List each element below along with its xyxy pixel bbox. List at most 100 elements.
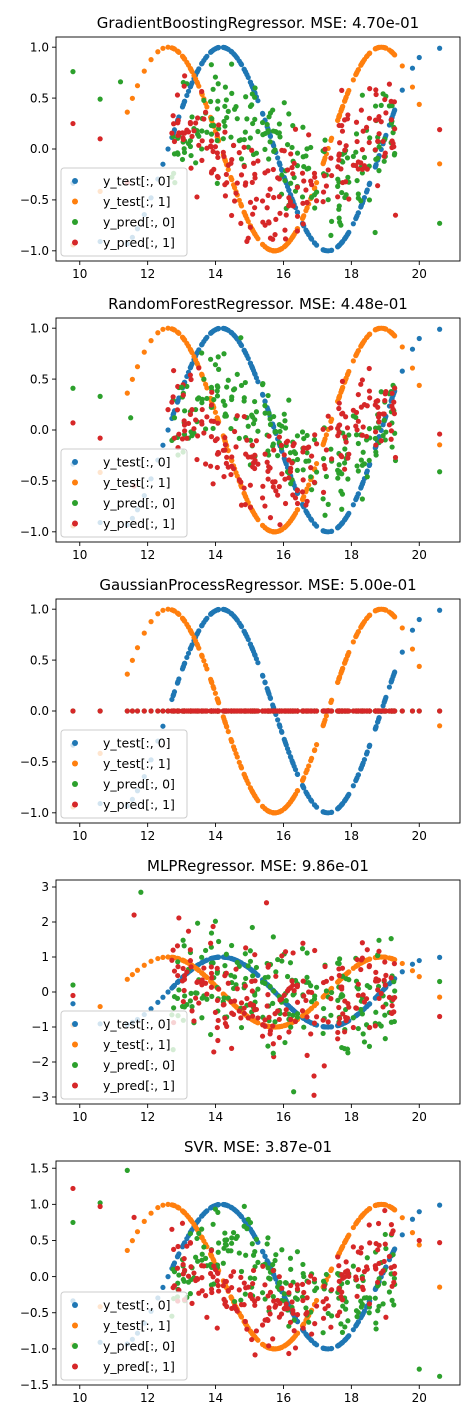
y-pred-0-point — [214, 180, 220, 186]
y-pred-0-point — [366, 1310, 372, 1316]
y-pred-1-point — [195, 433, 201, 439]
y-pred-0-point — [308, 144, 314, 151]
y-pred-1-point — [195, 115, 201, 121]
y-pred-1-point — [176, 708, 182, 714]
y-pred-1-point — [294, 708, 301, 714]
x-tick-label: 20 — [412, 1110, 427, 1124]
y-pred-1-point — [299, 170, 306, 176]
y-pred-1-point — [391, 1263, 397, 1269]
y-pred-1-point — [367, 1240, 373, 1246]
x-tick-label: 14 — [208, 548, 223, 562]
legend-marker — [72, 740, 78, 746]
x-tick-label: 10 — [72, 267, 87, 281]
y-pred-1-point — [313, 441, 320, 447]
y-pred-0-point — [416, 1366, 422, 1372]
y-pred-0-point — [328, 446, 334, 452]
y-test-0-point — [361, 1308, 368, 1314]
y-pred-1-point — [373, 1266, 379, 1272]
y-pred-1-point — [275, 492, 281, 498]
y-pred-0-point — [195, 920, 201, 926]
y-pred-0-point — [265, 1265, 271, 1271]
y-pred-1-point — [301, 178, 307, 184]
y-test-0-point — [160, 723, 166, 729]
y-pred-1-point — [236, 150, 242, 156]
y-pred-0-point — [286, 111, 292, 117]
y-pred-0-point — [181, 943, 187, 949]
y-pred-1-point — [376, 995, 382, 1002]
y-pred-1-point — [304, 1052, 310, 1058]
y-pred-1-point — [238, 172, 245, 178]
legend-label: y_test[:, 0] — [103, 174, 171, 189]
y-pred-1-point — [308, 1031, 314, 1037]
y-pred-0-point — [262, 410, 268, 416]
y-pred-1-point — [300, 1325, 306, 1331]
y-pred-0-point — [220, 1260, 226, 1266]
x-tick-label: 20 — [412, 829, 427, 843]
y-test-1-point — [301, 213, 307, 219]
y-pred-0-point — [339, 491, 346, 497]
y-pred-1-point — [273, 1302, 279, 1309]
y-test-1-point — [155, 611, 161, 617]
y-pred-1-point — [231, 428, 238, 435]
y-pred-0-point — [265, 392, 271, 399]
y-pred-1-point — [182, 73, 188, 79]
y-pred-0-point — [286, 397, 292, 403]
y-pred-1-point — [304, 498, 310, 504]
y-pred-1-point — [294, 228, 300, 234]
y-pred-1-point — [273, 216, 279, 222]
y-pred-0-point — [267, 1276, 273, 1282]
y-test-1-point — [392, 52, 398, 58]
y-pred-1-point — [301, 1289, 307, 1296]
y-pred-1-point — [185, 420, 192, 427]
y-pred-1-point — [392, 454, 399, 461]
y-test-1-point — [196, 83, 202, 89]
y-pred-1-point — [216, 1288, 222, 1294]
y-pred-0-point — [255, 428, 261, 434]
y-pred-1-point — [201, 965, 207, 971]
x-tick-label: 12 — [140, 548, 155, 562]
y-pred-0-point — [373, 1320, 379, 1326]
y-pred-0-point — [238, 1297, 244, 1303]
y-pred-0-point — [216, 938, 222, 945]
y-pred-1-point — [364, 403, 370, 409]
y-pred-1-point — [336, 151, 342, 157]
y-pred-1-point — [282, 227, 288, 233]
y-pred-1-point — [247, 199, 254, 205]
y-pred-0-point — [353, 432, 360, 438]
y-pred-1-point — [283, 212, 289, 218]
y-pred-1-point — [281, 992, 287, 998]
y-pred-1-point — [382, 1241, 388, 1247]
y-pred-1-point — [342, 147, 348, 153]
y-test-1-point — [350, 77, 356, 83]
y-pred-1-point — [294, 982, 301, 988]
y-pred-1-point — [222, 1015, 228, 1021]
y-pred-1-point — [339, 128, 346, 134]
y-test-1-point — [350, 639, 356, 645]
y-test-0-point — [165, 427, 171, 433]
y-test-0-point — [355, 491, 361, 497]
y-pred-1-point — [389, 1003, 395, 1009]
y-pred-1-point — [180, 392, 186, 398]
y-pred-1-point — [391, 1279, 397, 1285]
y-pred-0-point — [201, 97, 207, 103]
y-test-1-point — [309, 755, 315, 761]
y-pred-0-point — [389, 1297, 395, 1303]
y-test-1-point — [124, 390, 130, 396]
y-pred-1-point — [187, 958, 194, 964]
y-pred-1-point — [300, 221, 306, 227]
y-pred-1-point — [247, 482, 253, 488]
legend-marker — [72, 239, 78, 246]
y-pred-0-point — [230, 985, 237, 992]
y-test-1-point — [229, 739, 235, 745]
y-pred-1-point — [245, 235, 251, 241]
y-test-1-point — [350, 358, 356, 364]
y-pred-0-point — [212, 918, 219, 924]
legend-box — [60, 167, 188, 257]
y-tick-label: 0.5 — [30, 653, 49, 667]
y-pred-1-point — [215, 1037, 221, 1044]
y-test-0-point — [196, 628, 202, 634]
y-pred-0-point — [252, 85, 258, 91]
y-pred-1-point — [181, 976, 188, 983]
y-pred-0-point — [340, 993, 346, 999]
y-pred-0-point — [391, 1302, 397, 1308]
